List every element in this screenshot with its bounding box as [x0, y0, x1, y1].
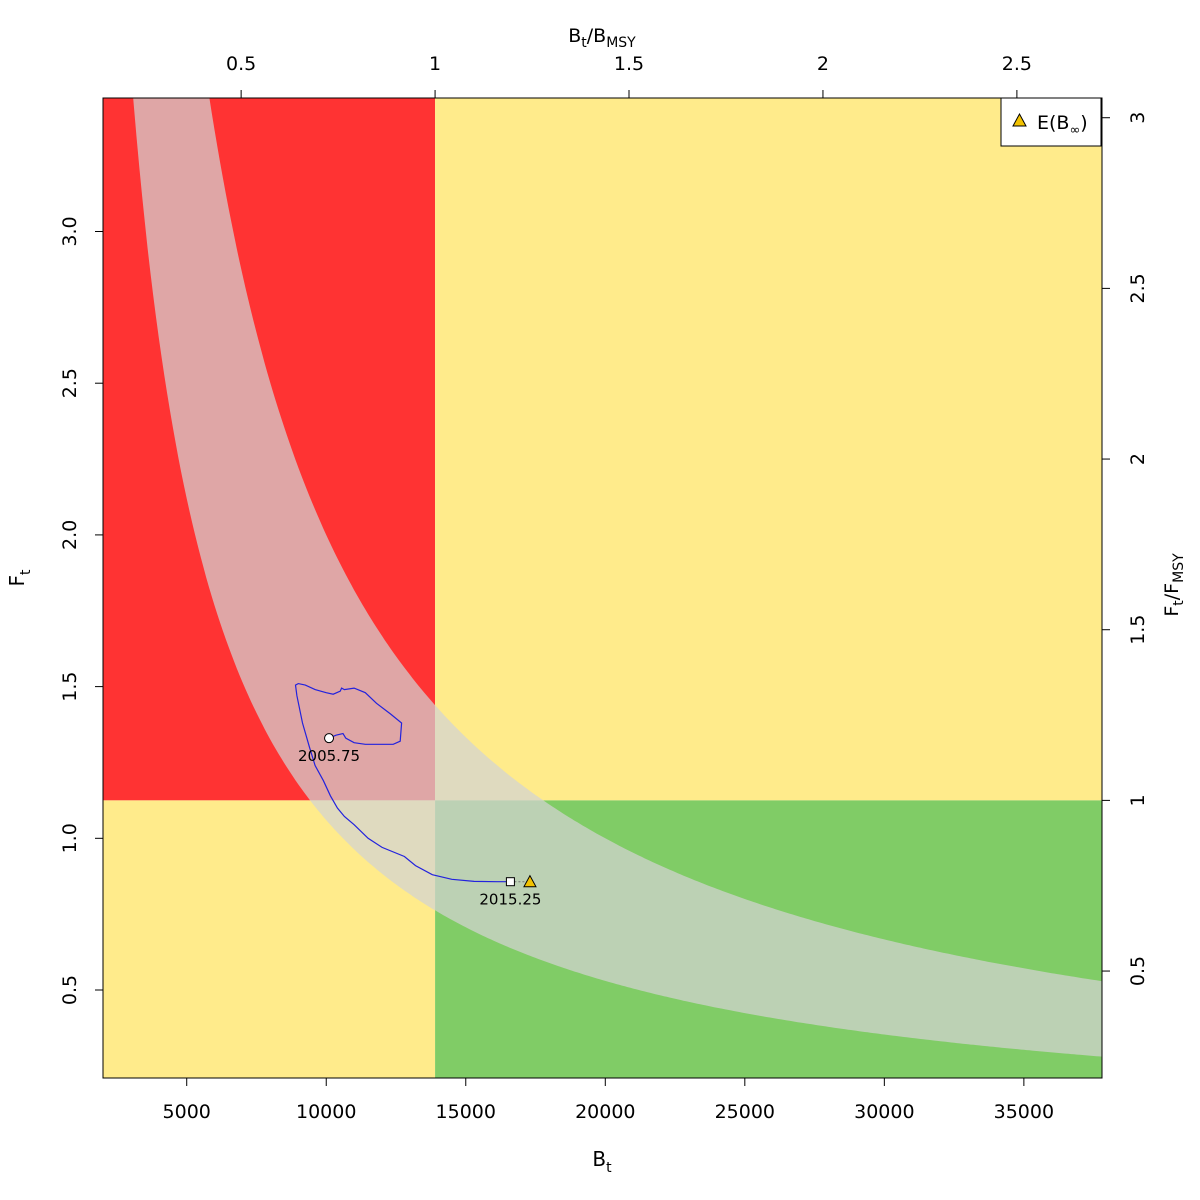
top-tick-label: 2: [817, 53, 829, 75]
y-tick-label: 2.5: [59, 368, 81, 398]
right-axis-label: Ft/FMSY: [1161, 553, 1187, 617]
x-axis-label: Bt: [592, 1147, 612, 1176]
legend-triangle-icon: [1012, 112, 1027, 127]
x-tick-label: 10000: [296, 1101, 356, 1123]
end-point-label: 2015.25: [479, 891, 541, 909]
y-axis-label: Ft: [5, 569, 34, 587]
axes: 5000 10000 15000 20000 25000 30000 35000 Bt 0.5 1…: [5, 25, 1187, 1176]
plot-frame: [102, 97, 1103, 1079]
top-tick-label: 0.5: [226, 53, 256, 75]
legend: E(B∞): [1000, 97, 1102, 147]
y-tick-label: 2.0: [59, 520, 81, 550]
right-tick-label: 1: [1127, 794, 1149, 806]
y-tick-label: 3.0: [59, 216, 81, 246]
right-tick-label: 2: [1127, 453, 1149, 465]
y-tick-label: 1.5: [59, 671, 81, 701]
msy-band-area: [133, 98, 1102, 1057]
zone-yellow-top: [435, 98, 1102, 801]
y-tick-label: 0.5: [59, 975, 81, 1005]
legend-label: E(B∞): [1037, 112, 1088, 138]
right-tick-label: 1.5: [1127, 615, 1149, 645]
right-tick-label: 3: [1127, 112, 1149, 124]
legend-box: [1000, 97, 1102, 147]
expected-biomass-point: [523, 874, 537, 888]
x-tick-label: 15000: [436, 1101, 496, 1123]
right-tick-label: 2.5: [1127, 273, 1149, 303]
start-point-label: 2005.75: [298, 747, 360, 765]
status-zones: [103, 98, 1102, 1078]
start-point: [324, 733, 335, 744]
x-tick-label: 5000: [163, 1101, 211, 1123]
top-tick-label: 1: [429, 53, 441, 75]
x-tick-label: 30000: [854, 1101, 914, 1123]
x-tick-label: 35000: [994, 1101, 1054, 1123]
right-tick-label: 0.5: [1127, 956, 1149, 986]
top-tick-label: 1.5: [614, 53, 644, 75]
trajectory-line: [294, 682, 508, 883]
msy-band: [133, 98, 1102, 1057]
top-axis-label: Bt/BMSY: [568, 25, 636, 51]
x-tick-label: 20000: [575, 1101, 635, 1123]
x-tick-label: 25000: [715, 1101, 775, 1123]
end-point: [505, 877, 515, 887]
marker-layer: 2005.75 2015.25: [298, 733, 541, 909]
y-tick-label: 1.0: [59, 823, 81, 853]
top-tick-label: 2.5: [1002, 53, 1032, 75]
